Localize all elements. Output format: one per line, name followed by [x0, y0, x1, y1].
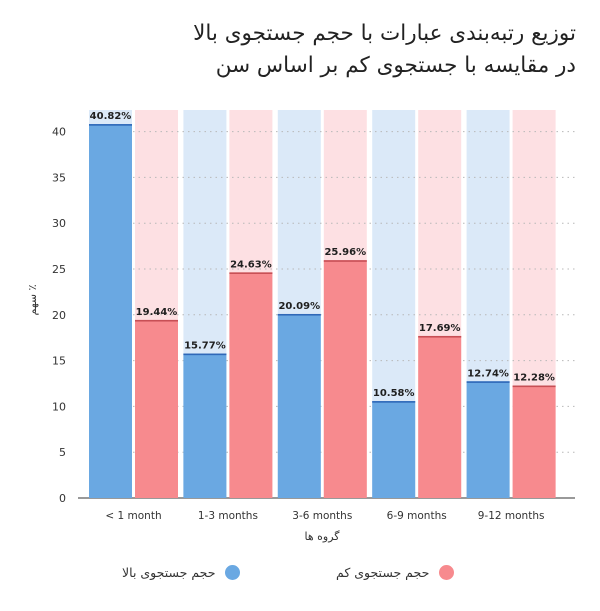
- bar-top-line: [418, 335, 462, 338]
- y-tick-label: 20: [52, 309, 66, 322]
- bar-top-line: [323, 260, 367, 262]
- bar-top-line: [512, 385, 556, 388]
- y-tick-label: 10: [52, 400, 66, 413]
- legend-swatch-low: [439, 565, 455, 580]
- data-label: 19.44%: [136, 307, 178, 318]
- bar-top-line: [229, 272, 273, 274]
- bar-top-line: [277, 313, 321, 316]
- bar: [418, 335, 462, 498]
- legend-label-high: حجم جستجوی بالا: [122, 565, 216, 580]
- legend-item-low: حجم جستجوی کم: [336, 565, 455, 580]
- chart-title-line-1: توزیع رتبه‌بندی عبارات با حجم جستجوی بال…: [193, 21, 576, 46]
- bar-top-line: [183, 353, 227, 356]
- y-tick-label: 40: [52, 126, 66, 139]
- legend-swatch-high: [225, 565, 241, 580]
- x-axis-title: گروه ها: [304, 530, 340, 543]
- data-label: 40.82%: [90, 111, 132, 122]
- legend-item-high: حجم جستجوی بالا: [122, 565, 241, 580]
- data-label: 17.69%: [419, 323, 461, 334]
- chart-title-line-2: در مقایسه با جستجوی کم بر اساس سن: [215, 53, 576, 78]
- data-label: 25.96%: [324, 247, 366, 258]
- x-tick-label: 3-6 months: [292, 510, 352, 522]
- y-tick-label: 35: [52, 171, 66, 184]
- bar: [135, 319, 178, 498]
- bar-top-line: [89, 124, 132, 126]
- bar-top-line: [135, 319, 178, 322]
- y-axis-title: ٪ سهم: [26, 284, 39, 315]
- data-label: 24.63%: [230, 259, 272, 270]
- data-label: 10.58%: [373, 388, 415, 399]
- legend-label-low: حجم جستجوی کم: [336, 565, 430, 580]
- y-tick-label: 5: [59, 446, 66, 459]
- bar-top-line: [466, 381, 510, 383]
- data-label: 12.74%: [467, 368, 509, 379]
- y-tick-label: 25: [52, 263, 66, 276]
- y-tick-label: 15: [52, 355, 66, 368]
- bar: [89, 124, 132, 498]
- data-label: 15.77%: [184, 341, 226, 352]
- data-label: 20.09%: [278, 301, 320, 312]
- x-tick-label: 6-9 months: [387, 510, 447, 522]
- chart-title: توزیع رتبه‌بندی عبارات با حجم جستجوی بال…: [20, 18, 576, 82]
- x-tick-label: < 1 month: [105, 510, 161, 522]
- bar: [229, 272, 273, 498]
- bar: [512, 385, 556, 498]
- data-label: 12.28%: [513, 373, 555, 384]
- bar: [323, 260, 367, 498]
- bar-chart: 0 5 10 15 20 25 30 35 40 40.82% 19.44% < 1 month 15.…: [26, 110, 575, 543]
- bar: [466, 381, 510, 498]
- bar-top-line: [372, 401, 416, 403]
- x-tick-label: 9-12 months: [478, 510, 545, 522]
- bar: [277, 313, 321, 498]
- y-tick-label: 30: [52, 217, 66, 230]
- x-tick-label: 1-3 months: [198, 510, 258, 522]
- y-tick-label: 0: [59, 492, 66, 505]
- bar: [372, 401, 416, 498]
- bar: [183, 353, 227, 498]
